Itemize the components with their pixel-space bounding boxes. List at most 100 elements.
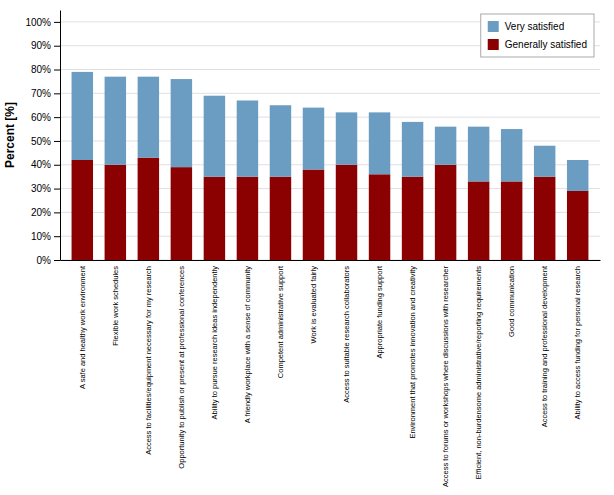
tick: Appropriate funding support [375, 265, 384, 358]
tick-label: Competent administrative support [276, 265, 285, 378]
tick-label: 100% [25, 17, 51, 28]
tick-mark [54, 260, 60, 261]
bar [270, 177, 291, 260]
bar [501, 129, 522, 181]
legend-swatch [488, 39, 499, 50]
tick: Access to facilities/equipment necessary… [144, 266, 153, 455]
bar [402, 122, 423, 177]
tick: Access to forums or workshops where disc… [441, 266, 450, 487]
legend-box [481, 14, 594, 57]
series [72, 72, 589, 191]
tick: 20% [31, 207, 60, 218]
tick: Flexible work schedules [111, 266, 120, 346]
tick-label: Appropriate funding support [375, 265, 384, 358]
tick-mark [54, 46, 60, 47]
bar [303, 170, 324, 260]
bar [369, 174, 390, 260]
legend-swatch [488, 21, 499, 32]
bar [72, 160, 93, 260]
tick: Opportunity to publish or present at pro… [177, 266, 186, 469]
tick: Access to suitable research collaborator… [342, 266, 351, 403]
bar [534, 146, 555, 177]
tick-mark [54, 236, 60, 237]
tick-label: Access to facilities/equipment necessary… [144, 266, 153, 455]
axis-line [60, 11, 61, 261]
bar [369, 112, 390, 174]
x-axis: A safe and healthy work environment Flexi… [61, 261, 601, 487]
tick: 70% [31, 88, 60, 99]
bar [435, 127, 456, 165]
bar [303, 108, 324, 170]
y-axis: 0% 10% 20% 30% 40% 50% 60% 70% 80% 90% 100% [25, 11, 60, 266]
bar [336, 165, 357, 260]
bar [435, 165, 456, 260]
tick-label: Efficient, non-burdensome administrative… [474, 266, 483, 480]
tick-label: Opportunity to publish or present at pro… [177, 266, 186, 469]
bar [204, 177, 225, 260]
bar [72, 72, 93, 160]
grid-line [60, 69, 600, 70]
tick: Ability to pursue research ideas indepen… [210, 266, 219, 420]
tick-mark [54, 212, 60, 213]
bar [534, 177, 555, 260]
tick-label: 20% [31, 207, 51, 218]
bar [105, 77, 126, 165]
bar [468, 181, 489, 260]
tick-mark [54, 93, 60, 94]
tick-label: Flexible work schedules [111, 266, 120, 346]
bar [105, 165, 126, 260]
axis-title: Percent [%] [3, 102, 17, 168]
tick: Ability to access funding for personal r… [573, 266, 582, 419]
tick-label: Good communication [507, 266, 516, 337]
tick: Competent administrative support [276, 265, 285, 378]
tick: Environment that promotes innovation and… [408, 266, 417, 439]
bar [237, 100, 258, 176]
tick-label: Ability to access funding for personal r… [573, 266, 582, 419]
plot: 0% 10% 20% 30% 40% 50% 60% 70% 80% 90% 100% A safe … [3, 11, 601, 487]
tick-label: Ability to pursue research ideas indepen… [210, 266, 219, 420]
tick: 50% [31, 136, 60, 147]
legend-label: Very satisfied [505, 21, 564, 32]
bar [336, 112, 357, 164]
bar [138, 158, 159, 260]
tick-mark [54, 22, 60, 23]
tick: Efficient, non-burdensome administrative… [474, 266, 483, 480]
tick-label: Access to training and professional deve… [540, 265, 549, 427]
tick: 40% [31, 159, 60, 170]
bar [171, 79, 192, 167]
bar [270, 105, 291, 176]
bar [237, 177, 258, 260]
tick-label: 70% [31, 88, 51, 99]
tick-label: 60% [31, 112, 51, 123]
tick-label: 40% [31, 159, 51, 170]
tick-label: A friendly workplace with a sense of com… [243, 266, 252, 423]
tick-label: 10% [31, 231, 51, 242]
legend: Very satisfied Generally satisfied [481, 14, 594, 57]
bar [204, 96, 225, 177]
tick-mark [54, 70, 60, 71]
tick: A friendly workplace with a sense of com… [243, 266, 252, 423]
tick-mark [54, 189, 60, 190]
tick: 0% [37, 255, 60, 266]
bar [468, 127, 489, 182]
tick-label: 30% [31, 183, 51, 194]
bar [138, 77, 159, 158]
tick: 30% [31, 183, 60, 194]
tick-mark [54, 141, 60, 142]
tick: 10% [31, 231, 60, 242]
chart: 0% 10% 20% 30% 40% 50% 60% 70% 80% 90% 100% A safe … [0, 0, 614, 495]
tick: 90% [31, 40, 60, 51]
tick: 100% [25, 17, 60, 28]
bar [567, 191, 588, 260]
grid [60, 22, 600, 260]
tick-mark [54, 165, 60, 166]
tick: Work is evaluated fairly [309, 266, 318, 344]
bar [402, 177, 423, 260]
tick-label: 80% [31, 64, 51, 75]
tick: 60% [31, 112, 60, 123]
tick-label: A safe and healthy work environment [78, 265, 87, 389]
tick: Good communication [507, 266, 516, 337]
tick-label: 0% [37, 255, 52, 266]
legend-label: Generally satisfied [505, 39, 587, 50]
tick: A safe and healthy work environment [78, 265, 87, 389]
